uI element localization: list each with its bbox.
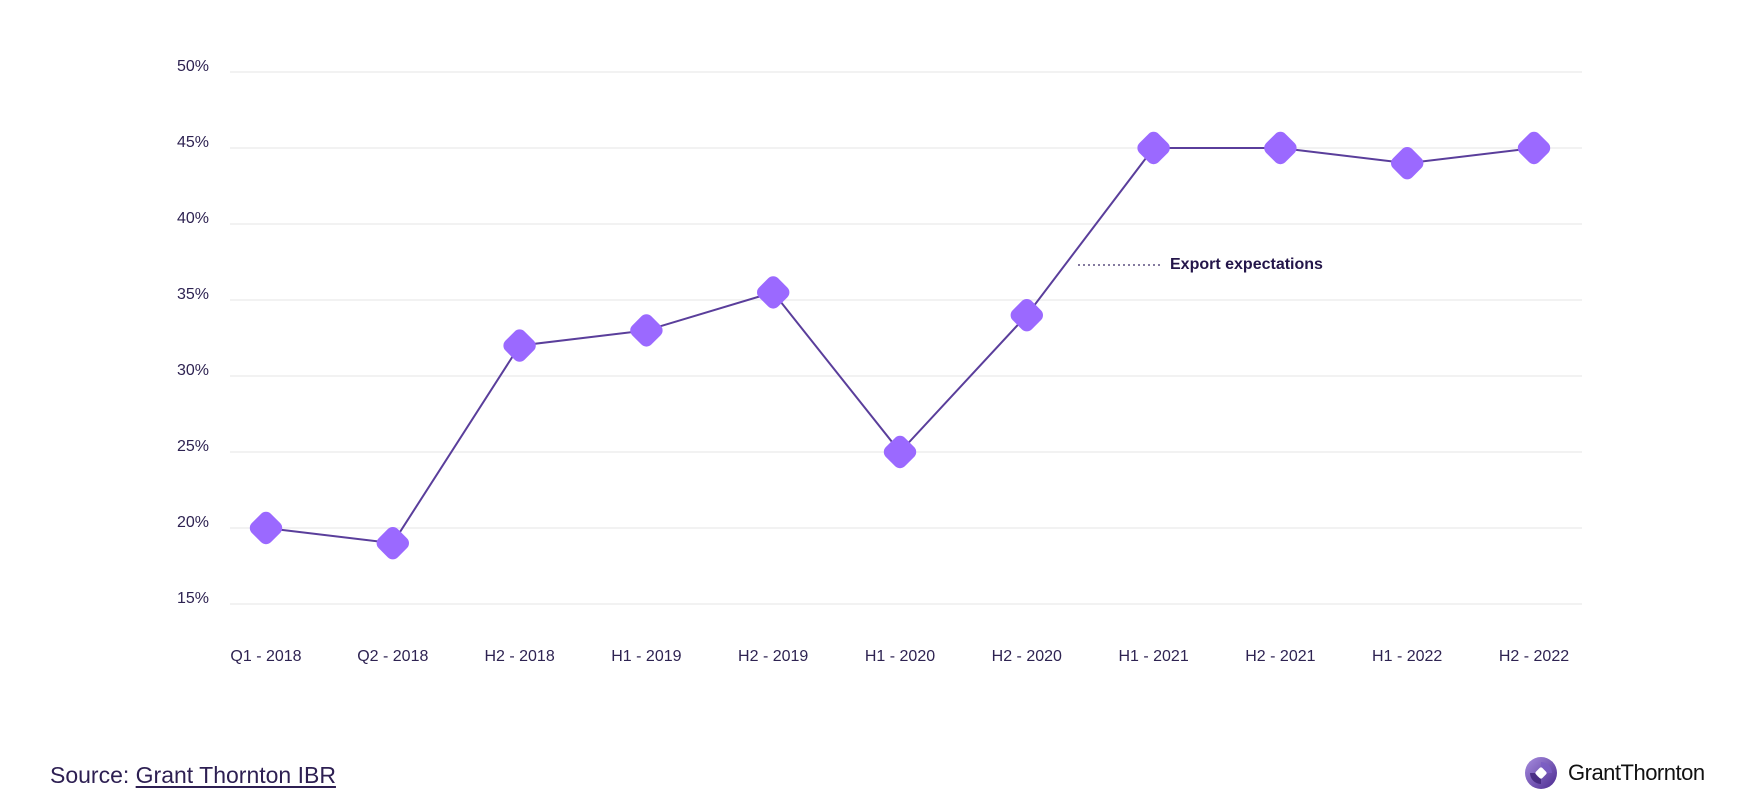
- data-point-marker[interactable]: [501, 327, 539, 365]
- grant-thornton-logo-icon: [1525, 757, 1557, 789]
- data-point-marker[interactable]: [754, 273, 792, 311]
- x-tick-label: Q1 - 2018: [230, 648, 302, 665]
- source-note: Source: Grant Thornton IBR: [50, 762, 336, 788]
- data-point-marker[interactable]: [1261, 129, 1299, 167]
- y-tick-label: 20%: [176, 514, 209, 531]
- y-tick-label: 30%: [176, 362, 209, 379]
- source-link[interactable]: Grant Thornton IBR: [135, 762, 336, 788]
- chart-canvas: [230, 71, 1582, 605]
- data-point-marker[interactable]: [1008, 296, 1046, 334]
- y-tick-label: 35%: [176, 286, 209, 303]
- x-tick-label: H2 - 2021: [1245, 648, 1316, 665]
- data-point-marker[interactable]: [1515, 129, 1553, 167]
- x-tick-label: H2 - 2019: [738, 648, 809, 665]
- grant-thornton-logo: GrantThornton: [1524, 756, 1705, 790]
- x-tick-label: H2 - 2018: [484, 648, 555, 665]
- data-point-marker[interactable]: [247, 509, 285, 547]
- source-prefix: Source:: [50, 762, 136, 788]
- x-tick-label: H1 - 2019: [611, 648, 682, 665]
- data-point-marker[interactable]: [1135, 129, 1173, 167]
- x-tick-label: H2 - 2022: [1498, 648, 1570, 665]
- x-tick-label: H1 - 2022: [1372, 648, 1443, 665]
- data-point-marker[interactable]: [627, 311, 665, 349]
- y-tick-label: 45%: [176, 134, 209, 151]
- x-tick-label: Q2 - 2018: [357, 648, 429, 665]
- brand-name: GrantThornton: [1568, 760, 1705, 785]
- y-tick-label: 50%: [176, 58, 209, 75]
- annotation-export-expectations: Export expectations: [1170, 256, 1323, 273]
- y-tick-label: 25%: [176, 438, 209, 455]
- x-tick-label: H1 - 2020: [864, 648, 936, 665]
- y-tick-label: 15%: [176, 590, 209, 607]
- data-point-marker[interactable]: [374, 524, 412, 562]
- x-tick-label: H2 - 2020: [991, 648, 1062, 665]
- data-point-marker[interactable]: [881, 433, 919, 471]
- line-chart: 15% 20% 25% 30% 35% 40% 45% 50% Q1 - 2018 Q2 - 2…: [176, 58, 1582, 665]
- data-point-marker[interactable]: [1388, 144, 1426, 182]
- y-tick-label: 40%: [176, 210, 209, 227]
- x-tick-label: H1 - 2021: [1118, 648, 1189, 665]
- series-line: [265, 147, 1535, 545]
